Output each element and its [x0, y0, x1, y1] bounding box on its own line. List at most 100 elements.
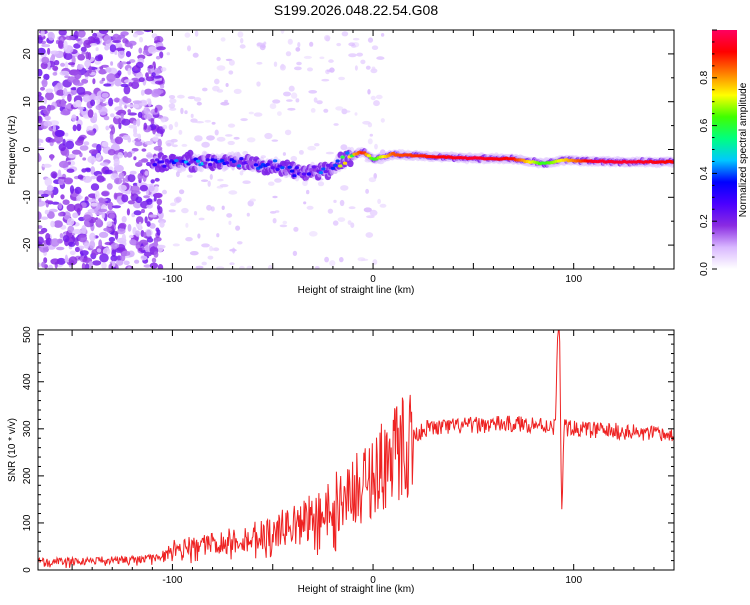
spectrogram-ridge-peak [159, 160, 165, 164]
spectrogram-noise-blob [89, 208, 95, 213]
spectrogram-noise-blob [148, 185, 155, 192]
spectrogram-noise-blob [186, 174, 193, 178]
spectrogram-noise-blob [82, 157, 87, 161]
spectrogram-noise-blob [146, 98, 151, 103]
spectrogram-noise-blob [309, 231, 318, 237]
spectrogram-noise-blob [146, 204, 153, 209]
spectrogram-noise-blob [103, 83, 112, 87]
spectrogram-ridge-peak [253, 163, 259, 167]
spectrogram-noise-blob [63, 40, 68, 50]
spectrogram-ylabel: Frequency (Hz) [7, 116, 18, 185]
spectrogram-noise-blob [315, 266, 320, 269]
spectrogram-noise-blob [228, 70, 234, 75]
spectrogram-noise-blob [184, 32, 191, 38]
spectrogram-noise-blob [127, 266, 132, 269]
spectrogram-noise-blob [88, 65, 92, 74]
spectrogram-noise-blob [268, 181, 275, 186]
spectrogram-noise-blob [256, 61, 263, 65]
spectrogram-noise-blob [335, 106, 344, 111]
spectrogram-noise-blob [326, 69, 332, 72]
y-tick-label: 500 [22, 326, 33, 343]
spectrogram-noise-blob [146, 237, 154, 243]
spectrogram-noise-blob [72, 124, 77, 132]
spectrogram-noise-blob [175, 196, 182, 203]
spectrogram-noise-blob [109, 44, 117, 53]
spectrogram-xlabel: Height of straight line (km) [298, 285, 415, 296]
spectrogram-noise-blob [284, 129, 292, 136]
spectrogram-noise-blob [58, 212, 64, 217]
spectrogram-noise-blob [118, 172, 125, 180]
spectrogram-noise-blob [38, 262, 41, 268]
spectrogram-noise-blob [149, 262, 158, 269]
spectrogram-noise-blob [201, 141, 210, 148]
spectrogram-noise-blob [306, 205, 314, 210]
spectrogram-noise-blob [127, 224, 132, 232]
spectrogram-noise-blob [264, 132, 273, 140]
spectrogram-noise-blob [138, 47, 143, 54]
spectrogram-noise-blob [131, 81, 140, 89]
spectrogram-noise-blob [126, 208, 130, 216]
spectrogram-noise-blob [41, 44, 51, 48]
spectrogram-noise-blob [148, 65, 154, 69]
spectrogram-noise-blob [368, 177, 377, 183]
spectrogram-noise-blob [65, 140, 75, 150]
spectrogram-noise-blob [121, 194, 129, 203]
spectrogram-noise-blob [153, 89, 164, 95]
spectrogram-ridge-peak [342, 161, 348, 165]
spectrogram-noise-blob [87, 155, 97, 164]
spectrogram-noise-blob [87, 130, 95, 136]
spectrogram-noise-blob [307, 67, 313, 72]
spectrogram-noise-blob [90, 202, 98, 207]
spectrogram-noise-blob [71, 114, 77, 122]
spectrogram-ridge-peak [670, 160, 674, 164]
spectrogram-noise-blob [157, 264, 164, 269]
spectrogram-noise-blob [127, 137, 132, 143]
spectrogram-noise-blob [67, 93, 72, 102]
spectrogram-noise-blob [71, 149, 82, 155]
spectrogram-noise-blob [40, 193, 49, 198]
spectrogram-noise-blob [280, 63, 285, 69]
spectrogram-noise-blob [73, 43, 81, 49]
spectrogram-noise-blob [130, 185, 141, 193]
spectrogram-noise-blob [370, 95, 376, 101]
spectrogram-noise-blob [155, 227, 160, 233]
spectrogram-noise-blob [54, 129, 65, 138]
spectrogram-noise-blob [93, 112, 98, 121]
spectrogram-noise-blob [63, 177, 74, 185]
spectrogram-noise-blob [43, 257, 48, 264]
spectrogram-noise-blob [129, 59, 136, 63]
spectrogram-noise-blob [219, 184, 229, 188]
spectrogram-noise-blob [83, 242, 90, 249]
spectrogram-noise-blob [340, 144, 348, 151]
spectrogram-noise-blob [246, 137, 256, 143]
spectrogram-noise-blob [239, 265, 245, 269]
spectrogram-noise-blob [352, 37, 360, 41]
spectrogram-noise-blob [101, 92, 109, 98]
spectrogram-noise-blob [98, 239, 103, 249]
spectrogram-noise-blob [217, 178, 224, 182]
spectrogram-noise-blob [309, 41, 314, 47]
spectrogram-noise-blob [64, 148, 70, 158]
spectrogram-noise-blob [306, 189, 310, 195]
spectrogram-noise-blob [367, 138, 373, 145]
spectrogram-noise-blob [160, 84, 165, 89]
spectrogram-noise-blob [38, 225, 43, 229]
spectrogram-noise-blob [375, 94, 383, 100]
spectrogram-noise-blob [53, 60, 60, 66]
spectrogram-ridge-peak [306, 172, 312, 176]
spectrogram-noise-blob [153, 146, 163, 151]
spectrogram-noise-blob [180, 107, 184, 115]
spectrogram-noise-blob [90, 183, 100, 191]
spectrogram-noise-blob [58, 30, 67, 36]
spectrogram-noise-blob [66, 154, 77, 158]
spectrogram-noise-blob [328, 59, 334, 63]
spectrogram-noise-blob [38, 111, 41, 117]
spectrogram-noise-blob [120, 83, 129, 88]
spectrogram-blobs [38, 30, 674, 269]
spectrogram-noise-blob [84, 72, 90, 77]
spectrogram-noise-blob [155, 133, 162, 137]
spectrogram-noise-blob [329, 260, 336, 267]
spectrogram-noise-blob [97, 208, 108, 213]
spectrogram-noise-blob [324, 256, 329, 263]
spectrogram-noise-blob [366, 215, 375, 219]
